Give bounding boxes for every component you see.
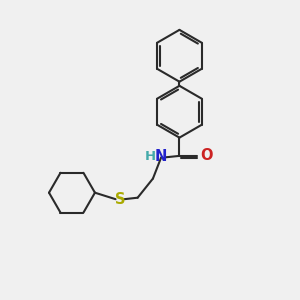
Text: H: H	[145, 150, 156, 163]
Text: O: O	[201, 148, 213, 164]
Text: N: N	[155, 149, 167, 164]
Text: S: S	[115, 192, 125, 207]
